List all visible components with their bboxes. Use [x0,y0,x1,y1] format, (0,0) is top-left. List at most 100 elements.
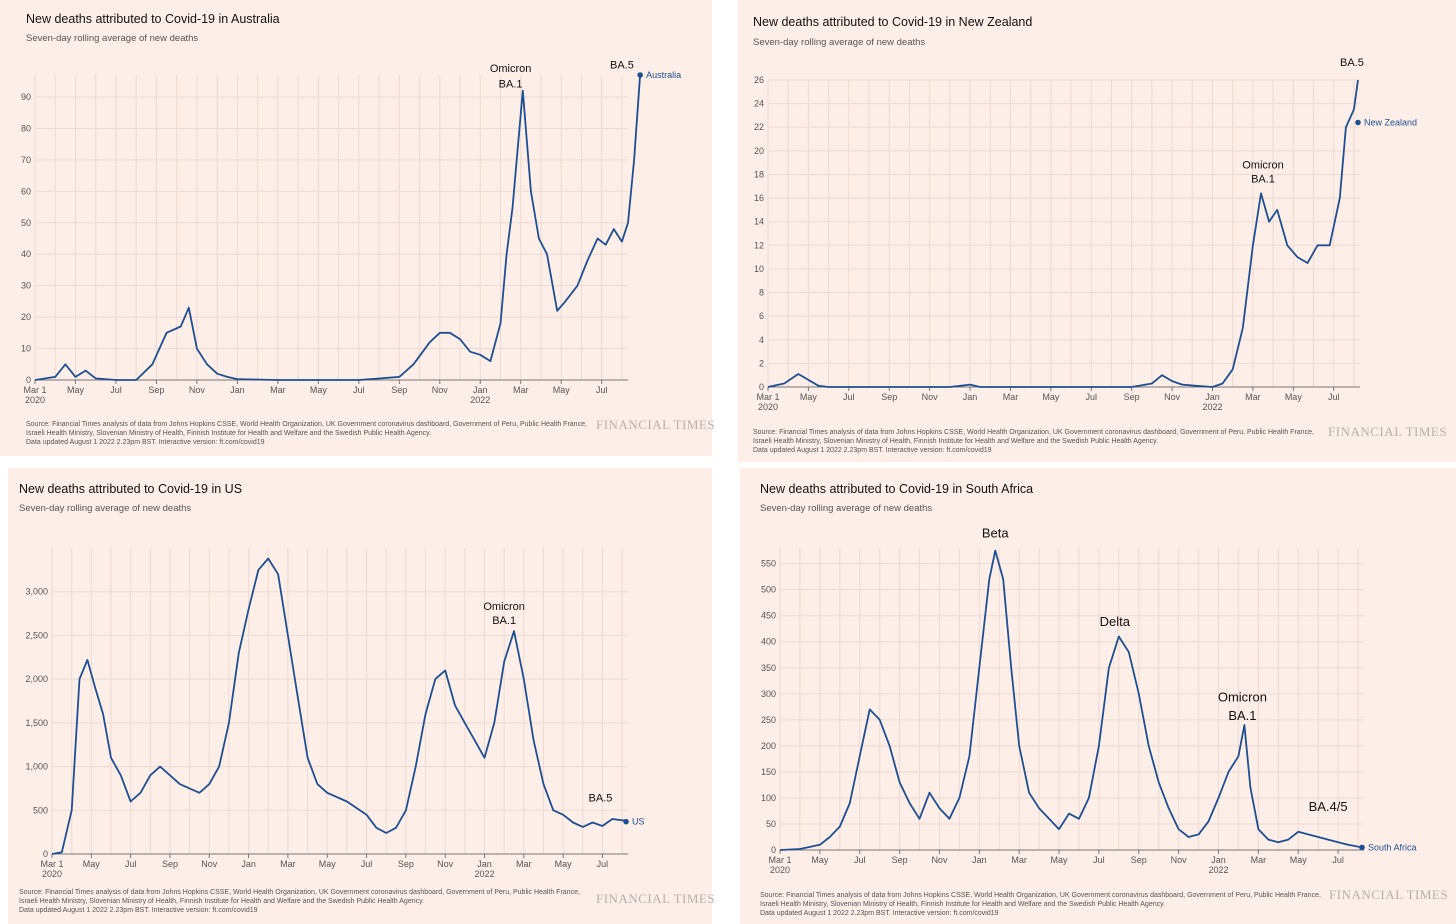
chart-annotation: BA.5 [1340,57,1364,69]
series-end-marker [637,72,643,78]
updated-text: Data updated August 1 2022 2.23pm BST. I… [26,439,265,446]
x-tick-label: Nov [1171,855,1188,865]
ft-logo: FINANCIAL TIMES [596,891,716,906]
x-tick-label: May [1290,855,1308,865]
updated-text: Data updated August 1 2022 2.23pm BST. I… [753,447,992,454]
x-tick-label: Sep [398,859,414,869]
chart-subtitle: Seven-day rolling average of new deaths [19,503,192,514]
series-end-label: New Zealand [1364,118,1417,128]
chart-title: New deaths attributed to Covid-19 in Aus… [26,12,280,26]
x-tick-label: May [83,859,101,869]
y-tick-label: 4 [759,335,764,345]
chart-panel-australia: New deaths attributed to Covid-19 in Aus… [0,0,716,456]
x-tick-label: May [800,392,818,402]
y-tick-label: 0 [43,849,48,859]
x-tick-label: Mar [270,385,286,395]
x-tick-label: Sep [892,855,908,865]
chart-panel-us: New deaths attributed to Covid-19 in US … [8,468,716,924]
series-end-label: South Africa [1368,842,1417,852]
x-tick-label: Mar 1 2020 [768,855,791,875]
x-tick-label: Sep [881,392,897,402]
series-end-marker [1355,119,1361,126]
chart-title: New deaths attributed to Covid-19 in US [19,482,243,496]
y-tick-label: 500 [761,585,776,595]
x-tick-label: Jan 2022 [1202,392,1222,412]
y-tick-label: 6 [759,311,764,321]
y-tick-label: 0 [759,382,764,392]
y-tick-label: 450 [761,611,776,621]
chart-annotation: BA.1 [1228,708,1256,723]
x-tick-label: Jul [597,859,609,869]
y-tick-label: 1,000 [25,762,48,772]
chart-annotation: BA.1 [492,615,516,627]
y-tick-label: 8 [759,288,764,298]
x-tick-label: Nov [931,855,948,865]
x-tick-label: Jan [230,385,245,395]
source-note: Source: Financial Times analysis of data… [26,420,596,447]
x-tick-label: Jan 2022 [474,859,494,879]
chart-panel-southafrica: New deaths attributed to Covid-19 in Sou… [740,468,1456,924]
y-tick-label: 20 [754,146,764,156]
x-tick-label: Nov [1164,392,1181,402]
x-tick-label: Nov [922,392,939,402]
x-tick-label: Sep [391,385,407,395]
y-tick-label: 0 [26,375,31,385]
line-chart-southafrica: Mar 1 2020 May Jul Sep Nov Jan Mar May Jul Sep Nov J… [761,526,1417,875]
y-tick-label: 3,000 [25,587,48,597]
series-line [767,79,1359,388]
y-tick-label: 10 [754,264,764,274]
x-tick-label: Mar [1003,392,1019,402]
y-tick-label: 200 [761,741,776,751]
x-tick-label: May [1042,392,1060,402]
series-line [34,74,641,381]
y-tick-label: 500 [33,805,48,815]
y-tick-label: 20 [21,312,31,322]
chart-annotation: BA.5 [589,793,613,805]
x-tick-label: Mar 1 2020 [23,385,46,405]
y-tick-label: 26 [754,75,764,85]
chart-annotation: Omicron [490,63,532,75]
y-tick-label: 10 [21,344,31,354]
y-tick-label: 150 [761,767,776,777]
x-tick-label: Mar [280,859,296,869]
y-tick-label: 90 [21,92,31,102]
y-tick-label: 22 [754,122,764,132]
y-tick-label: 400 [761,637,776,647]
line-chart-australia: Mar 1 2020 May Jul Sep Nov Jan Mar May Jul Sep Nov J… [21,60,681,405]
x-tick-label: Nov [432,385,449,395]
chart-annotation: Delta [1100,614,1131,629]
x-tick-label: Mar 1 2020 [756,392,779,412]
source-text: Source: Financial Times analysis of data… [19,889,580,905]
chart-subtitle: Seven-day rolling average of new deaths [26,33,199,44]
series-end-marker [1359,844,1365,851]
updated-text: Data updated August 1 2022 2.23pm BST. I… [760,910,999,917]
y-tick-label: 30 [21,281,31,291]
chart-annotation: Beta [982,526,1010,541]
series-end-label: US [632,817,645,827]
y-tick-label: 1,500 [25,718,48,728]
x-tick-label: Sep [162,859,178,869]
y-tick-label: 24 [754,99,764,109]
y-tick-label: 2 [759,358,764,368]
ft-logo: FINANCIAL TIMES [596,417,716,432]
x-tick-label: Mar 1 2020 [40,859,63,879]
source-note: Source: Financial Times analysis of data… [19,888,589,915]
x-tick-label: Mar [1245,392,1261,402]
y-tick-label: 350 [761,663,776,673]
y-tick-label: 18 [754,169,764,179]
x-tick-label: Jul [843,392,855,402]
chart-annotation: BA.1 [1251,174,1275,186]
x-tick-label: Jan [963,392,978,402]
source-text: Source: Financial Times analysis of data… [26,421,587,437]
x-tick-label: Jan [241,859,256,869]
x-tick-label: Sep [148,385,164,395]
y-tick-label: 100 [761,793,776,803]
x-tick-label: Mar [1011,855,1027,865]
y-tick-label: 12 [754,240,764,250]
y-tick-label: 14 [754,217,764,227]
x-tick-label: Jul [110,385,122,395]
chart-annotation: Omicron [1218,690,1267,705]
line-chart-us: Mar 1 2020 May Jul Sep Nov Jan Mar May Jul Sep Nov J… [25,548,645,879]
y-tick-label: 2,000 [25,674,48,684]
